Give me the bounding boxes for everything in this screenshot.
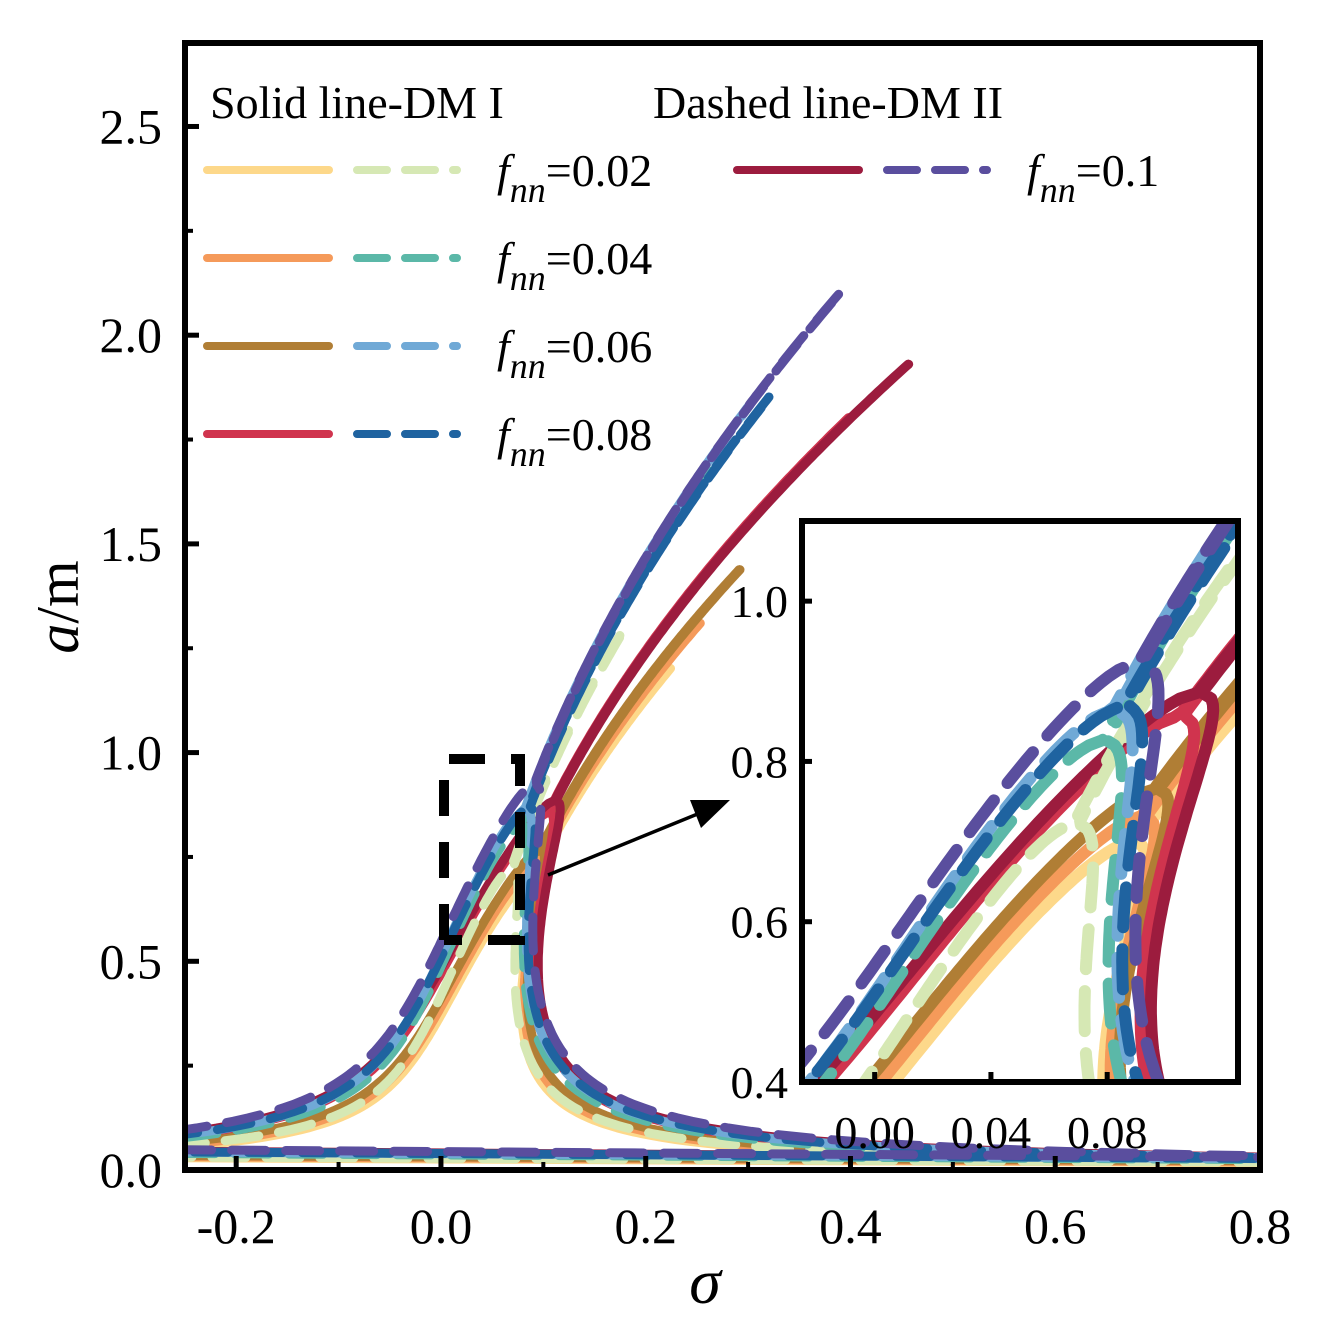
main-plot-curves (185, 289, 1260, 1168)
series-dm-ii-fnn-0-1 (185, 289, 1260, 1162)
inset-y-tick-label: 0.8 (731, 736, 789, 787)
legend-param-value: =0.02 (546, 145, 652, 196)
main-plot-frame (182, 40, 1263, 1173)
legend-param-value: =0.08 (546, 409, 652, 460)
inset-y-tick-label: 0.6 (731, 897, 789, 948)
legend-entries: fnn=0.02 fnn=0.04 fnn=0.06 fnn=0.08 fnn=0.1 (203, 145, 1159, 474)
legend-entry-label: fnn=0.04 (497, 233, 652, 298)
legend-param-subscript: nn (510, 434, 546, 474)
y-tick-label: 1.0 (100, 725, 163, 781)
y-axis-title-unit: /m (25, 560, 91, 623)
legend-param-value: =0.06 (546, 321, 652, 372)
y-axis-title: a/m (25, 560, 91, 653)
legend-param-subscript: nn (510, 258, 546, 298)
y-tick-label: 2.0 (100, 307, 163, 363)
inset-y-tick-label: 1.0 (731, 576, 789, 627)
legend-param-subscript: nn (510, 170, 546, 210)
x-tick-labels: -0.2 0.0 0.2 0.4 0.6 0.8 (197, 1198, 1292, 1254)
legend-param-subscript: nn (1040, 170, 1076, 210)
legend-entry-label: fnn=0.08 (497, 409, 652, 474)
x-tick-label: 0.0 (410, 1198, 473, 1254)
x-tick-label: 0.8 (1229, 1198, 1292, 1254)
x-tick-label: -0.2 (197, 1198, 276, 1254)
x-tick-label: 0.2 (614, 1198, 677, 1254)
legend-dashed-title: Dashed line-DM II (653, 77, 1003, 128)
inset-x-tick-labels: 0.00 0.04 0.08 (834, 1107, 1147, 1158)
y-tick-label: 0.5 (100, 933, 163, 989)
legend-solid-title: Solid line-DM I (210, 77, 504, 128)
x-axis-title: σ (689, 1246, 723, 1317)
x-tick-label: 0.6 (1024, 1198, 1087, 1254)
legend-entry-label: fnn=0.02 (497, 145, 652, 210)
inset-x-tick-label: 0.08 (1067, 1107, 1148, 1158)
legend-entry-label: fnn=0.06 (497, 321, 652, 386)
inset-y-tick-label: 0.4 (731, 1057, 789, 1108)
legend-param-value: =0.04 (546, 233, 652, 284)
x-tick-label: 0.4 (819, 1198, 882, 1254)
legend-entry-label: fnn=0.1 (1027, 145, 1159, 210)
legend-param-subscript: nn (510, 346, 546, 386)
inset-x-tick-label: 0.00 (834, 1107, 915, 1158)
inset-x-tick-label: 0.04 (951, 1107, 1032, 1158)
y-tick-labels: 0.0 0.5 1.0 1.5 2.0 2.5 (100, 98, 163, 1198)
inset-frame (799, 518, 1241, 1085)
y-axis-title-italic: a (25, 624, 91, 654)
inset-y-tick-labels: 0.4 0.6 0.8 1.0 (731, 576, 789, 1108)
zoom-arrow-line (547, 811, 701, 877)
legend-param-value: =0.1 (1076, 145, 1159, 196)
zoom-arrow-head (690, 800, 730, 828)
zoom-box (439, 754, 525, 945)
y-tick-label: 1.5 (100, 516, 163, 572)
y-tick-label: 2.5 (100, 98, 163, 154)
legend: Solid line-DM I Dashed line-DM II fnn=0.… (203, 77, 1159, 474)
y-tick-label: 0.0 (100, 1142, 163, 1198)
